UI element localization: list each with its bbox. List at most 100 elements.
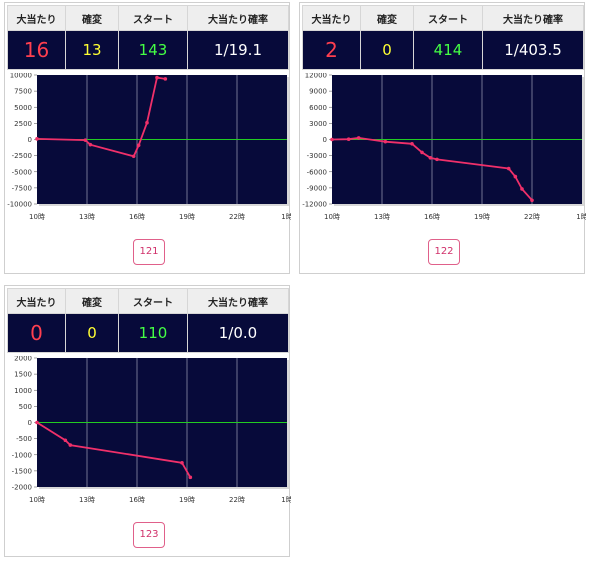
x-tick-label: 22時 xyxy=(229,213,245,221)
data-point xyxy=(513,174,518,179)
data-point xyxy=(530,198,534,203)
y-tick-label: 2500 xyxy=(14,120,32,128)
hit-probability: 1/0.0 xyxy=(187,313,289,353)
data-point xyxy=(188,475,193,480)
header-probability: 大当たり確率 xyxy=(187,5,289,31)
data-point xyxy=(383,139,388,144)
x-tick-label: 1時 xyxy=(281,213,291,221)
header-kakuhen: 確変 xyxy=(360,5,414,31)
y-tick-label: -1500 xyxy=(12,467,32,475)
data-point xyxy=(435,157,439,162)
data-point xyxy=(145,120,149,125)
y-tick-label: -9000 xyxy=(307,184,327,192)
y-tick-label: 9000 xyxy=(309,88,327,96)
chart-svg: 10時 13時 16時 19時 22時 1時 10000 7500 5000 2500 0 -2500… xyxy=(7,73,291,221)
data-point xyxy=(63,438,68,443)
slump-chart: 10時 13時 16時 19時 22時 1時 12000 9000 6000 3000 0 -3000… xyxy=(300,73,586,233)
data-point xyxy=(155,75,159,80)
y-tick-label: -7500 xyxy=(12,184,32,192)
header-start: スタート xyxy=(118,5,188,31)
data-point xyxy=(180,461,184,465)
x-tick-label: 22時 xyxy=(524,213,540,221)
machine-number-button[interactable]: 121 xyxy=(133,239,165,265)
data-point xyxy=(88,142,93,147)
y-tick-label: 12000 xyxy=(305,73,327,80)
big-hit-count: 16 xyxy=(7,30,66,70)
stats-table: 大当たり 確変 スタート 大当たり確率 2 0 414 1/403.5 xyxy=(302,5,584,70)
y-tick-label: 2000 xyxy=(14,356,32,363)
machine-number-button[interactable]: 123 xyxy=(133,522,165,548)
machine-card: 大当たり 確変 スタート 大当たり確率 0 0 110 1/0.0 10時 13時… xyxy=(4,285,291,557)
big-hit-count: 2 xyxy=(302,30,361,70)
slump-chart: 10時 13時 16時 19時 22時 1時 10000 7500 5000 2500 0 -2500… xyxy=(5,73,291,233)
x-tick-label: 19時 xyxy=(474,213,490,221)
y-tick-label: 1000 xyxy=(14,387,32,395)
data-point xyxy=(163,77,168,81)
y-tick-label: -6000 xyxy=(307,168,327,176)
x-tick-label: 19時 xyxy=(179,496,195,504)
y-tick-label: -10000 xyxy=(7,201,32,209)
y-tick-label: -1000 xyxy=(12,451,32,459)
data-point xyxy=(410,142,414,146)
y-tick-label: 3000 xyxy=(309,120,327,128)
y-tick-label: 500 xyxy=(19,403,32,411)
y-tick-label: 0 xyxy=(28,136,32,144)
header-probability: 大当たり確率 xyxy=(482,5,584,31)
header-big-hit: 大当たり xyxy=(7,5,66,31)
chart-svg: 10時 13時 16時 19時 22時 1時 2000 1500 1000 500 0 -500 -10… xyxy=(12,356,291,504)
kakuhen-count: 0 xyxy=(65,313,119,353)
data-point xyxy=(35,420,39,425)
machine-card: 大当たり 確変 スタート 大当たり確率 16 13 143 1/19.1 10時… xyxy=(4,2,291,274)
x-tick-label: 19時 xyxy=(179,213,195,221)
machine-card: 大当たり 確変 スタート 大当たり確率 2 0 414 1/403.5 10時 1… xyxy=(299,2,586,274)
x-tick-label: 13時 xyxy=(79,496,95,504)
y-tick-label: 10000 xyxy=(10,73,32,80)
y-tick-label: 1500 xyxy=(14,371,32,379)
header-start: スタート xyxy=(413,5,483,31)
stats-table: 大当たり 確変 スタート 大当たり確率 0 0 110 1/0.0 xyxy=(7,288,289,353)
y-tick-label: -12000 xyxy=(302,201,327,209)
header-probability: 大当たり確率 xyxy=(187,288,289,314)
data-point xyxy=(356,136,361,140)
x-tick-label: 16時 xyxy=(129,213,145,221)
x-tick-label: 1時 xyxy=(281,496,291,504)
data-point xyxy=(346,137,351,142)
kakuhen-count: 0 xyxy=(360,30,414,70)
start-count: 110 xyxy=(118,313,188,353)
data-point xyxy=(136,143,141,148)
data-point xyxy=(35,137,39,141)
data-point xyxy=(330,137,334,142)
start-count: 414 xyxy=(413,30,483,70)
x-tick-label: 10時 xyxy=(29,213,45,221)
data-point xyxy=(520,187,524,191)
start-count: 143 xyxy=(118,30,188,70)
y-tick-label: -2000 xyxy=(12,484,32,492)
hit-probability: 1/19.1 xyxy=(187,30,289,70)
machine-number-button[interactable]: 122 xyxy=(428,239,460,265)
data-point xyxy=(83,138,88,142)
big-hit-count: 0 xyxy=(7,313,66,353)
hit-probability: 1/403.5 xyxy=(482,30,584,70)
header-kakuhen: 確変 xyxy=(65,5,119,31)
y-tick-label: -500 xyxy=(16,435,32,443)
y-tick-label: 6000 xyxy=(309,104,327,112)
y-tick-label: 0 xyxy=(323,136,327,144)
x-tick-label: 10時 xyxy=(29,496,45,504)
header-big-hit: 大当たり xyxy=(302,5,361,31)
chart-svg: 10時 13時 16時 19時 22時 1時 12000 9000 6000 3000 0 -3000… xyxy=(302,73,586,221)
x-tick-label: 10時 xyxy=(324,213,340,221)
data-point xyxy=(131,154,136,159)
x-tick-label: 16時 xyxy=(424,213,440,221)
header-start: スタート xyxy=(118,288,188,314)
y-tick-label: -2500 xyxy=(12,152,32,160)
y-tick-label: 7500 xyxy=(14,88,32,96)
data-point xyxy=(428,155,433,160)
x-tick-label: 1時 xyxy=(576,213,586,221)
stats-table: 大当たり 確変 スタート 大当たり確率 16 13 143 1/19.1 xyxy=(7,5,289,70)
kakuhen-count: 13 xyxy=(65,30,119,70)
data-point xyxy=(506,166,511,171)
x-tick-label: 22時 xyxy=(229,496,245,504)
x-tick-label: 16時 xyxy=(129,496,145,504)
data-point xyxy=(420,150,424,155)
header-kakuhen: 確変 xyxy=(65,288,119,314)
